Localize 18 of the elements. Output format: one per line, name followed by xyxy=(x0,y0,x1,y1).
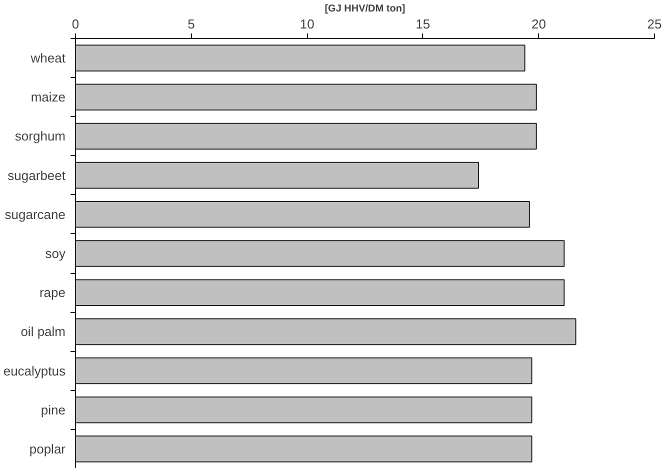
y-tick-label: poplar xyxy=(29,441,66,456)
x-axis-title: [GJ HHV/DM ton] xyxy=(324,4,406,14)
y-tick-label: maize xyxy=(30,90,66,105)
y-tick-label: pine xyxy=(40,402,66,418)
y-tick-label: soy xyxy=(45,246,66,261)
y-tick-label: wheat xyxy=(30,50,66,66)
x-tick-label: 5 xyxy=(188,16,195,32)
y-tick-label: eucalyptus xyxy=(3,363,66,378)
x-tick-label: 15 xyxy=(416,16,430,32)
y-tick-label: sugarcane xyxy=(4,206,66,222)
x-tick-label: 25 xyxy=(647,16,662,32)
y-tick-label: sorghum xyxy=(14,128,66,144)
x-tick-label: 0 xyxy=(72,16,80,32)
y-tick-label: oil palm xyxy=(20,324,66,340)
x-tick-label: 20 xyxy=(531,16,546,32)
y-tick-label: rape xyxy=(39,285,66,300)
y-tick-label: sugarbeet xyxy=(8,168,66,183)
x-tick-label: 10 xyxy=(300,16,314,32)
